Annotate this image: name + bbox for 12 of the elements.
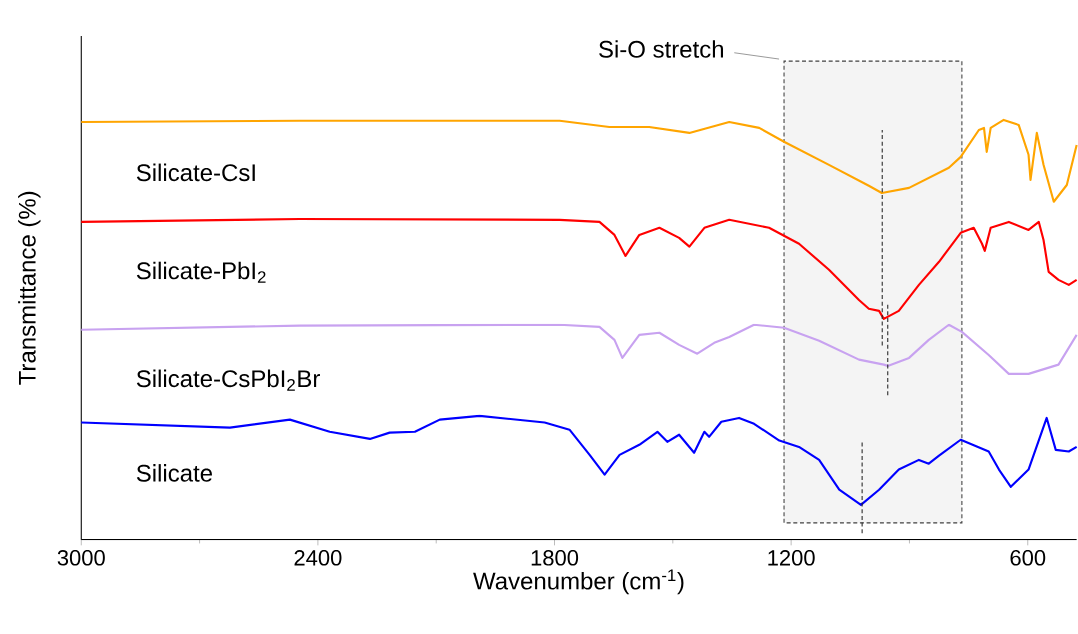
series-label: Silicate-CsI [136,163,255,182]
y-axis-title: Transmittance (%) [18,191,41,385]
x-tick-label: 1200 [768,549,815,566]
x-tick-label: 3000 [57,549,105,566]
series-label: Silicate-PbI$_{2}$ [136,261,266,283]
x-tick-label: 600 [1010,549,1046,566]
series-label: Silicate-CsPbI$_{2}$Br [136,369,320,391]
x-tick-label: 2400 [294,549,342,566]
series-label: Silicate [136,463,212,482]
x-axis-title: Wavenumber (cm$^{-1}$) [473,569,684,595]
x-tick-label: 1800 [531,549,579,566]
band-label: Si-O stretch [599,40,724,58]
